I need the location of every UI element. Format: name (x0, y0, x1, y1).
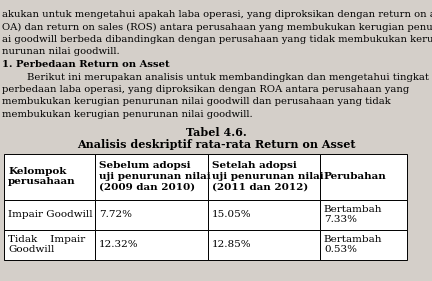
Bar (320, 153, 407, 200)
Text: Berikut ini merupakan analisis untuk membandingkan dan mengetahui tingkat: Berikut ini merupakan analisis untuk mem… (2, 72, 429, 81)
Text: ai goodwill berbeda dibandingkan dengan perusahaan yang tidak membukukan kerugia: ai goodwill berbeda dibandingkan dengan … (2, 35, 432, 44)
Text: Sebelum adopsi
uji penurunan nilai
(2009 dan 2010): Sebelum adopsi uji penurunan nilai (2009… (99, 161, 211, 192)
Text: Perubahan: Perubahan (324, 172, 387, 181)
Bar (95, 200, 207, 230)
Text: Tidak    Impair
Goodwill: Tidak Impair Goodwill (8, 235, 85, 254)
Text: perbedaan laba operasi, yang diproksikan dengan ROA antara perusahaan yang: perbedaan laba operasi, yang diproksikan… (2, 85, 409, 94)
Bar (207, 200, 320, 230)
Bar (95, 230, 207, 259)
Bar (320, 230, 407, 259)
Text: akukan untuk mengetahui apakah laba operasi, yang diproksikan dengan return on a: akukan untuk mengetahui apakah laba oper… (2, 10, 432, 19)
Bar (207, 230, 320, 259)
Text: Bertambah
7.33%: Bertambah 7.33% (324, 205, 382, 224)
Text: 7.72%: 7.72% (99, 210, 132, 219)
Text: 1. Perbedaan Return on Asset: 1. Perbedaan Return on Asset (2, 60, 170, 69)
Bar (4, 200, 95, 230)
Text: Impair Goodwill: Impair Goodwill (8, 210, 92, 219)
Text: membukukan kerugian penurunan nilai goodwill dan perusahaan yang tidak: membukukan kerugian penurunan nilai good… (2, 98, 391, 106)
Text: 12.85%: 12.85% (212, 240, 251, 249)
Bar (4, 153, 95, 200)
Bar (207, 153, 320, 200)
Text: Bertambah
0.53%: Bertambah 0.53% (324, 235, 382, 254)
Text: 12.32%: 12.32% (99, 240, 139, 249)
Text: 15.05%: 15.05% (212, 210, 251, 219)
Text: Kelompok
perusahaan: Kelompok perusahaan (8, 167, 76, 186)
Text: Tabel 4.6.: Tabel 4.6. (186, 126, 246, 137)
Text: nurunan nilai goodwill.: nurunan nilai goodwill. (2, 47, 120, 56)
Text: OA) dan return on sales (ROS) antara perusahaan yang membukukan kerugian penurun: OA) dan return on sales (ROS) antara per… (2, 22, 432, 32)
Text: Setelah adopsi
uji penurunan nilai
(2011 dan 2012): Setelah adopsi uji penurunan nilai (2011… (212, 161, 323, 192)
Bar (95, 153, 207, 200)
Text: Analisis deskriptif rata-rata Return on Asset: Analisis deskriptif rata-rata Return on … (77, 139, 355, 151)
Bar (4, 230, 95, 259)
Text: membukukan kerugian penurunan nilai goodwill.: membukukan kerugian penurunan nilai good… (2, 110, 253, 119)
Bar (320, 200, 407, 230)
